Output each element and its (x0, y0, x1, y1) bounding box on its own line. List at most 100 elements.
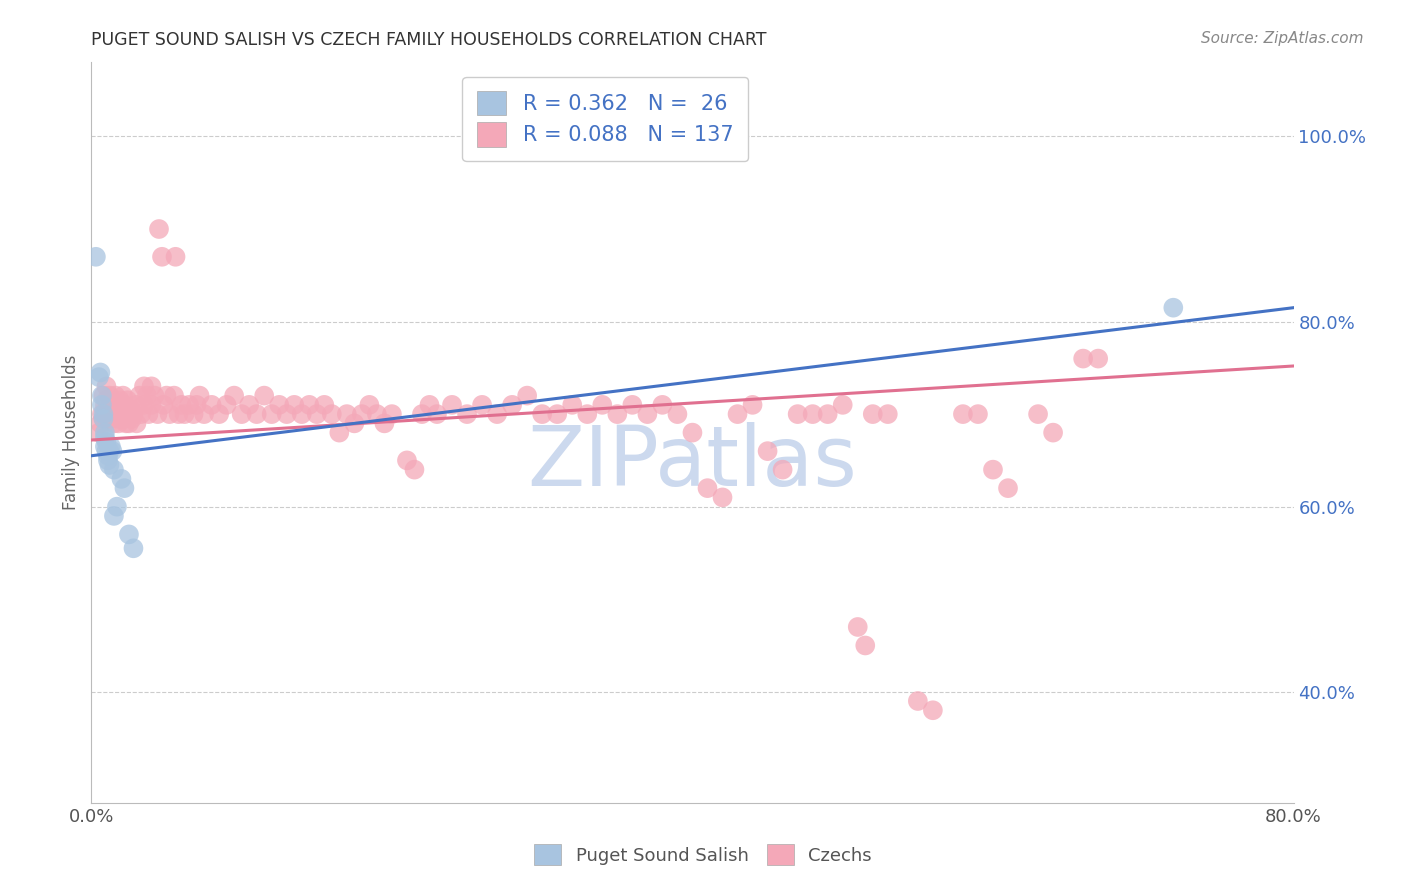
Point (426, 407, 449, 421)
Y-axis label: Family Households: Family Households (62, 355, 80, 510)
Point (93, 389, 115, 403)
Point (110, 402, 132, 417)
Point (1042, 425, 1064, 440)
Point (350, 407, 373, 421)
Point (138, 407, 160, 421)
Point (96, 379, 118, 393)
Point (817, 407, 839, 421)
Point (118, 527, 141, 541)
Point (666, 407, 689, 421)
Point (110, 472, 132, 486)
Point (132, 379, 155, 393)
Point (107, 407, 129, 421)
Point (606, 407, 628, 421)
Legend: Puget Sound Salish, Czechs: Puget Sound Salish, Czechs (526, 835, 880, 874)
Point (193, 407, 215, 421)
Point (343, 417, 366, 431)
Point (136, 389, 159, 403)
Point (93, 411, 115, 425)
Point (298, 398, 321, 412)
Point (93, 407, 115, 421)
Point (404, 462, 426, 476)
Point (141, 379, 163, 393)
Point (89, 366, 111, 380)
Point (104, 407, 127, 421)
Point (94, 440, 117, 454)
Point (96, 434, 118, 449)
Point (105, 411, 128, 425)
Point (576, 407, 599, 421)
Point (97, 411, 120, 425)
Point (94, 425, 117, 440)
Point (456, 407, 478, 421)
Point (120, 402, 142, 417)
Point (201, 398, 224, 412)
Point (89, 417, 111, 431)
Point (98, 444, 121, 458)
Point (110, 411, 132, 425)
Point (981, 462, 1004, 476)
Point (231, 407, 253, 421)
Point (104, 389, 127, 403)
Point (328, 425, 350, 440)
Point (98, 458, 121, 472)
Point (97, 407, 120, 421)
Point (772, 462, 794, 476)
Point (129, 407, 152, 421)
Point (741, 398, 763, 412)
Point (711, 491, 734, 505)
Point (183, 407, 205, 421)
Point (122, 407, 145, 421)
Point (756, 444, 779, 458)
Point (636, 407, 658, 421)
Point (108, 393, 131, 408)
Point (253, 389, 276, 403)
Point (846, 620, 869, 634)
Point (103, 417, 125, 431)
Point (93, 411, 115, 425)
Point (321, 407, 343, 421)
Point (269, 398, 291, 412)
Point (170, 398, 193, 412)
Point (96, 393, 118, 408)
Point (314, 398, 336, 412)
Point (111, 389, 134, 403)
Point (141, 398, 163, 412)
Point (98, 407, 121, 421)
Point (87, 370, 110, 384)
Point (238, 398, 260, 412)
Point (90, 389, 112, 403)
Point (359, 398, 381, 412)
Point (108, 407, 131, 421)
Point (696, 481, 718, 495)
Point (208, 407, 231, 421)
Point (336, 407, 359, 421)
Point (155, 389, 177, 403)
Point (922, 703, 945, 717)
Point (84, 250, 107, 264)
Point (516, 389, 538, 403)
Point (381, 407, 404, 421)
Point (107, 417, 129, 431)
Point (105, 500, 128, 514)
Point (561, 398, 583, 412)
Point (967, 407, 990, 421)
Point (907, 694, 929, 708)
Point (100, 398, 122, 412)
Point (186, 398, 208, 412)
Point (997, 481, 1019, 495)
Point (165, 250, 187, 264)
Point (801, 407, 824, 421)
Point (94, 407, 117, 421)
Point (122, 541, 145, 556)
Point (418, 398, 440, 412)
Point (105, 398, 128, 412)
Point (97, 453, 120, 467)
Point (163, 389, 186, 403)
Point (146, 407, 169, 421)
Point (366, 407, 388, 421)
Point (501, 398, 523, 412)
Point (103, 462, 125, 476)
Point (952, 407, 974, 421)
Point (440, 398, 463, 412)
